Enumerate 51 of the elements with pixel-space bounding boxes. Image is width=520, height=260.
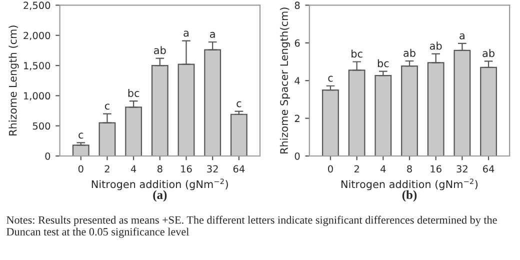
annotation: ab (430, 42, 442, 50)
y-axis-title: Rhizome Spacer Length(cm) (280, 8, 290, 154)
x-axis-title: Nitrogen addition (gNm$^{−2}$) (92, 178, 228, 190)
annotation: a (210, 32, 215, 38)
annotation: c (78, 132, 84, 139)
x-tick-label: 0 (78, 165, 84, 173)
bar (401, 66, 418, 156)
x-tick-label: 32 (456, 165, 468, 173)
x-tick-label: 2 (354, 165, 359, 172)
y-tick-label: 2,500 (24, 2, 50, 10)
x-tick-label: 16 (181, 165, 192, 173)
annotation: c (104, 104, 110, 110)
x-tick-label: 64 (483, 165, 494, 173)
x-axis-title: Nitrogen addition (gNm$^{−2}$) (342, 178, 478, 190)
annotation: c (236, 101, 242, 108)
y-tick-label: 0 (294, 152, 300, 160)
y-tick-label: 1,000 (24, 92, 50, 101)
annotation: a (460, 33, 464, 40)
y-tick-label: 500 (32, 122, 50, 130)
y-tick-label: 6 (294, 39, 300, 47)
x-tick-label: 64 (233, 165, 245, 173)
annotation: bc (378, 59, 389, 68)
x-tick-label: 0 (328, 165, 333, 173)
x-tick-label: 4 (130, 165, 136, 172)
text: (a) (153, 190, 167, 202)
text: (b) (402, 190, 417, 202)
y-tick-label: 8 (294, 2, 300, 10)
x-tick-label: 2 (104, 165, 110, 172)
y-axis-title: Rhizome Length (cm) (8, 26, 19, 136)
x-tick-label: 8 (407, 165, 412, 173)
annotation: ab (404, 48, 416, 57)
x-tick-label: 16 (430, 165, 442, 173)
y-tick-label: 4 (294, 77, 300, 84)
y-tick-label: 0 (45, 152, 50, 160)
annotation: ab (482, 49, 494, 58)
x-tick-label: 4 (380, 165, 386, 172)
annotation: bc (352, 50, 362, 58)
annotation: a (184, 30, 188, 37)
y-tick-label: 2 (294, 114, 300, 122)
text: Notes: Results presented as means +SE. The different letters indicate significant differences determined by the Duncan test at the 0.05 significance level (6, 216, 497, 238)
bar (72, 144, 90, 156)
annotation: c (328, 76, 333, 82)
bar (374, 74, 392, 156)
bar (322, 89, 339, 156)
y-tick-label: 2,000 (24, 32, 50, 40)
annotation: ab (154, 46, 166, 54)
annotation: bc (128, 88, 140, 98)
bar (230, 114, 248, 156)
x-tick-label: 32 (207, 165, 218, 173)
y-tick-label: 1,500 (24, 62, 50, 70)
x-tick-label: 8 (157, 165, 162, 173)
